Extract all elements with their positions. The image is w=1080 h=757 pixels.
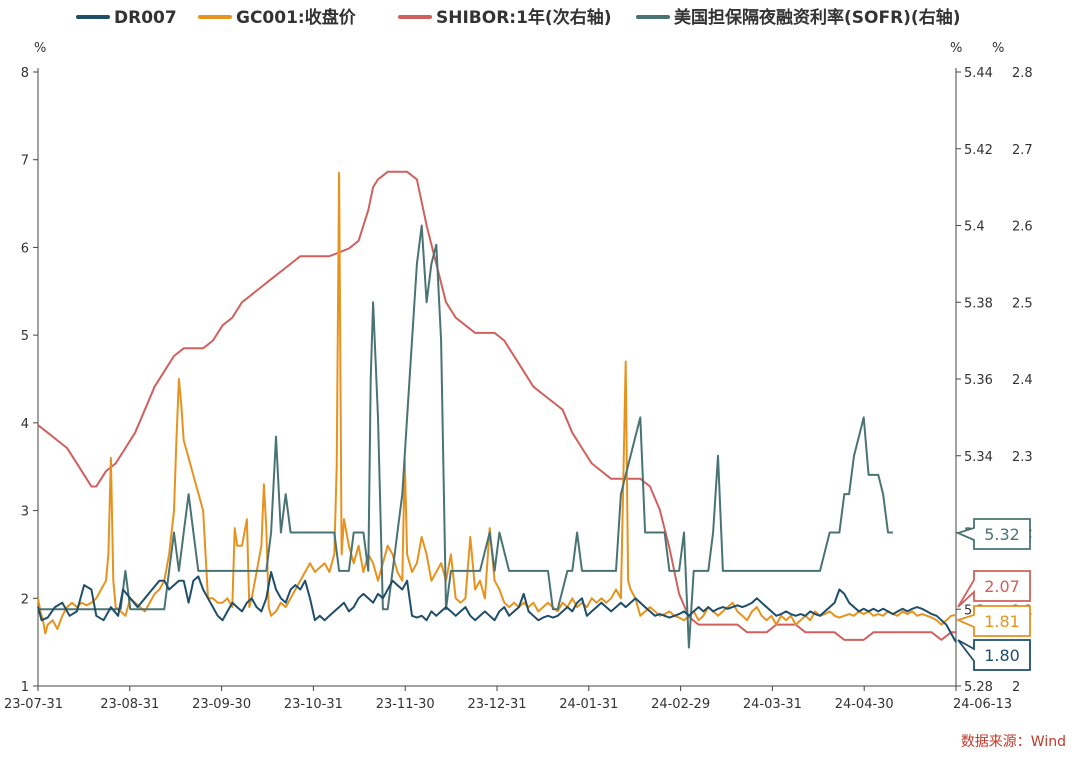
series-lines: [37, 170, 957, 649]
left-tick-label: 4: [21, 417, 29, 432]
right-tick-label: 5.44: [964, 66, 993, 81]
legend: DR007 GC001:收盘价 SHIBOR:1年(次右轴) 美国担保隔夜融资利率(S…: [76, 7, 960, 28]
x-tick-label: 23-09-30: [192, 697, 251, 712]
left-tick-label: 3: [21, 505, 29, 520]
series-line-shibor: [37, 170, 956, 641]
legend-item-dr007: DR007: [76, 8, 177, 28]
end-label-box-dr007: [957, 639, 1031, 671]
right-tick-label: 5.4: [964, 220, 985, 235]
right-tick-label: 5.36: [964, 373, 993, 388]
x-tick-label: 24-04-30: [835, 697, 894, 712]
left-tick-label: 8: [21, 66, 29, 81]
end-label-shibor: 2.07: [957, 570, 1031, 608]
x-tick-label: 24-01-31: [559, 697, 618, 712]
end-label-box-shibor: [957, 570, 1031, 608]
secondary-right-tick-label: 2.3: [1012, 450, 1033, 465]
x-tick-label: 24-02-29: [651, 697, 710, 712]
end-value-labels: 5.32 2.07 1.81 1.80: [955, 518, 1031, 671]
x-tick-label: 23-08-31: [100, 697, 159, 712]
legend-label-gc001: GC001:收盘价: [236, 7, 357, 28]
source-note: 数据来源：Wind: [961, 734, 1066, 750]
secondary-right-tick-label: 2.7: [1012, 143, 1033, 158]
right-tick-label: 5.42: [964, 143, 993, 158]
x-tick-label: 24-03-31: [743, 697, 802, 712]
end-label-dr007: 1.80: [957, 639, 1031, 671]
x-tick-label: 23-11-30: [376, 697, 435, 712]
left-tick-label: 5: [21, 329, 29, 344]
secondary-right-tick-label: 2.5: [1012, 296, 1033, 311]
x-tick-label: 23-07-31: [4, 697, 63, 712]
legend-label-sofr: 美国担保隔夜融资利率(SOFR)(右轴): [674, 7, 960, 28]
legend-item-shibor: SHIBOR:1年(次右轴): [398, 7, 611, 28]
left-tick-label: 1: [21, 680, 29, 695]
left-tick-label: 2: [21, 592, 29, 607]
right-tick-label: 5.34: [964, 450, 993, 465]
end-label-value-gc001: 1.81: [984, 612, 1020, 631]
x-tick-label: 23-10-31: [284, 697, 343, 712]
legend-item-sofr: 美国担保隔夜融资利率(SOFR)(右轴): [636, 7, 960, 28]
right-tick-label: 5.28: [964, 680, 993, 695]
series-line-dr007: [37, 571, 957, 643]
axes: 12345678%5.285.35.325.345.365.385.45.425…: [4, 41, 1033, 712]
legend-item-gc001: GC001:收盘价: [198, 7, 357, 28]
right-unit-label: %: [950, 41, 962, 56]
series-line-gc001: [37, 171, 957, 635]
end-label-sofr: 5.32: [955, 518, 1031, 550]
legend-label-dr007: DR007: [114, 8, 177, 28]
right-tick-label: 5.38: [964, 296, 993, 311]
secondary-right-tick-label: 2.4: [1012, 373, 1033, 388]
x-tick-label: 24-06-13: [953, 697, 1012, 712]
x-tick-label: 23-12-31: [467, 697, 526, 712]
end-label-box-sofr: [955, 518, 1031, 550]
secondary-right-tick-label: 2.8: [1012, 66, 1033, 81]
left-tick-label: 7: [21, 154, 29, 169]
end-label-value-sofr: 5.32: [984, 525, 1020, 544]
secondary-right-tick-label: 2.6: [1012, 220, 1033, 235]
left-unit-label: %: [34, 41, 46, 56]
series-line-sofr: [38, 224, 893, 649]
end-label-box-gc001: [955, 605, 1031, 637]
end-label-gc001: 1.81: [955, 605, 1031, 637]
secondary-right-tick-label: 2: [1012, 680, 1020, 695]
legend-label-shibor: SHIBOR:1年(次右轴): [436, 7, 611, 28]
secondary-right-unit-label: %: [992, 41, 1004, 56]
left-tick-label: 6: [21, 241, 29, 256]
end-label-value-dr007: 1.80: [984, 646, 1020, 665]
end-label-value-shibor: 2.07: [984, 577, 1020, 596]
